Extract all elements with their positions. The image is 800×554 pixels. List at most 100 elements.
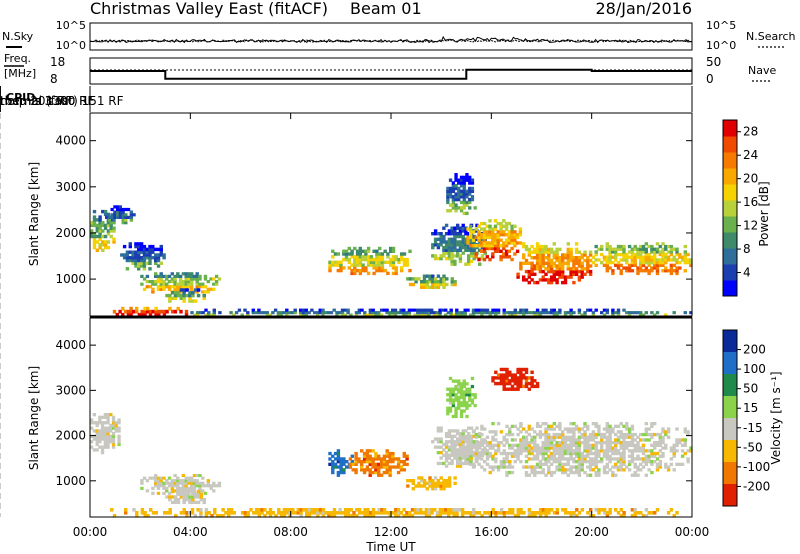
heatmap-cell — [106, 442, 110, 447]
heatmap-cell — [552, 438, 556, 442]
heatmap-cell — [516, 457, 520, 461]
heatmap-cell — [530, 370, 534, 374]
heatmap-cell — [538, 449, 543, 453]
heatmap-cell — [302, 508, 306, 512]
heatmap-cell — [450, 256, 454, 261]
heatmap-cell — [524, 430, 529, 434]
heatmap-cell — [544, 508, 548, 512]
heatmap-cell — [664, 465, 668, 469]
heatmap-cell — [365, 449, 370, 453]
heatmap-cell — [510, 443, 515, 447]
heatmap-cell — [616, 424, 621, 428]
heatmap-cell — [455, 514, 459, 518]
heatmap-cell — [353, 268, 357, 273]
heatmap-cell — [597, 460, 601, 464]
heatmap-cell — [313, 311, 317, 315]
heatmap-cell — [425, 280, 429, 284]
heatmap-cell — [572, 443, 576, 447]
heatmap-cell — [480, 311, 484, 315]
heatmap-cell — [549, 454, 554, 458]
heatmap-cell — [391, 246, 396, 251]
heatmap-cell — [321, 514, 326, 518]
heatmap-cell — [444, 511, 448, 515]
heatmap-cell — [639, 247, 643, 251]
heatmap-cell — [675, 443, 679, 447]
heatmap-cell — [588, 457, 593, 461]
heatmap-cell — [471, 462, 476, 466]
heatmap-cell — [544, 267, 548, 271]
heatmap-cell — [480, 237, 485, 241]
heatmap-cell — [555, 465, 559, 469]
heatmap-cell — [555, 264, 559, 268]
heatmap-cell — [588, 264, 593, 268]
heatmap-cell — [527, 381, 531, 386]
heatmap-cell — [400, 266, 404, 270]
heatmap-cell — [162, 256, 166, 260]
heatmap-cell — [519, 311, 523, 315]
heatmap-cell — [504, 233, 509, 237]
heatmap-cell — [328, 266, 332, 270]
heatmap-cell — [675, 258, 679, 262]
heatmap-cell — [625, 266, 629, 270]
heatmap-cell — [472, 442, 476, 447]
heatmap-cell — [340, 313, 345, 317]
heatmap-cell — [343, 313, 347, 317]
heatmap-cell — [530, 449, 534, 453]
heatmap-cell — [530, 438, 534, 442]
heatmap-cell — [151, 511, 156, 515]
heatmap-cell — [605, 422, 609, 426]
heatmap-cell — [502, 230, 506, 234]
heatmap-cell — [627, 462, 632, 466]
heatmap-cell — [516, 311, 520, 315]
heatmap-cell — [190, 285, 194, 289]
heatmap-cell — [574, 460, 579, 464]
heatmap-cell — [396, 457, 401, 461]
heatmap-cell — [424, 308, 428, 312]
heatmap-cell — [496, 373, 501, 377]
heatmap-cell — [124, 207, 128, 212]
heatmap-cell — [139, 250, 144, 254]
heatmap-cell — [577, 449, 582, 453]
heatmap-cell — [488, 257, 492, 262]
heatmap-cell — [541, 275, 545, 279]
heatmap-cell — [473, 206, 477, 210]
heatmap-cell — [597, 449, 601, 453]
heatmap-cell — [466, 308, 470, 312]
heatmap-cell — [496, 230, 500, 234]
heatmap-cell — [328, 457, 332, 461]
heatmap-cell — [633, 511, 637, 515]
heatmap-cell — [184, 484, 188, 488]
heatmap-cell — [364, 268, 368, 273]
heatmap-cell — [583, 432, 587, 437]
heatmap-cell — [530, 441, 534, 445]
heatmap-cell — [456, 453, 460, 457]
heatmap-cell — [191, 293, 195, 298]
heatmap-cell — [360, 449, 364, 453]
heatmap-cell — [453, 248, 457, 252]
heatmap-cell — [460, 313, 465, 317]
heatmap-cell — [588, 258, 593, 263]
heatmap-cell — [229, 508, 234, 512]
heatmap-cell — [95, 442, 99, 447]
heatmap-cell — [480, 256, 485, 261]
heatmap-cell — [326, 311, 331, 315]
heatmap-cell — [496, 244, 500, 248]
heatmap-cell — [380, 257, 385, 262]
heatmap-cell — [106, 229, 111, 233]
heatmap-cell — [519, 367, 523, 372]
power-ylabel: Slant Range [km] — [27, 162, 41, 266]
heatmap-cell — [574, 269, 579, 274]
heatmap-cell — [588, 269, 593, 274]
heatmap-cell — [566, 311, 570, 315]
heatmap-cell — [461, 243, 465, 247]
heatmap-cell — [561, 280, 565, 285]
heatmap-cell — [653, 422, 657, 426]
heatmap-cell — [465, 390, 469, 394]
heatmap-cell — [418, 313, 423, 317]
heatmap-cell — [588, 250, 593, 254]
heatmap-cell — [627, 449, 632, 453]
heatmap-cell — [143, 514, 147, 518]
heatmap-cell — [588, 443, 593, 447]
heatmap-cell — [439, 280, 443, 284]
heatmap-cell — [188, 511, 192, 515]
